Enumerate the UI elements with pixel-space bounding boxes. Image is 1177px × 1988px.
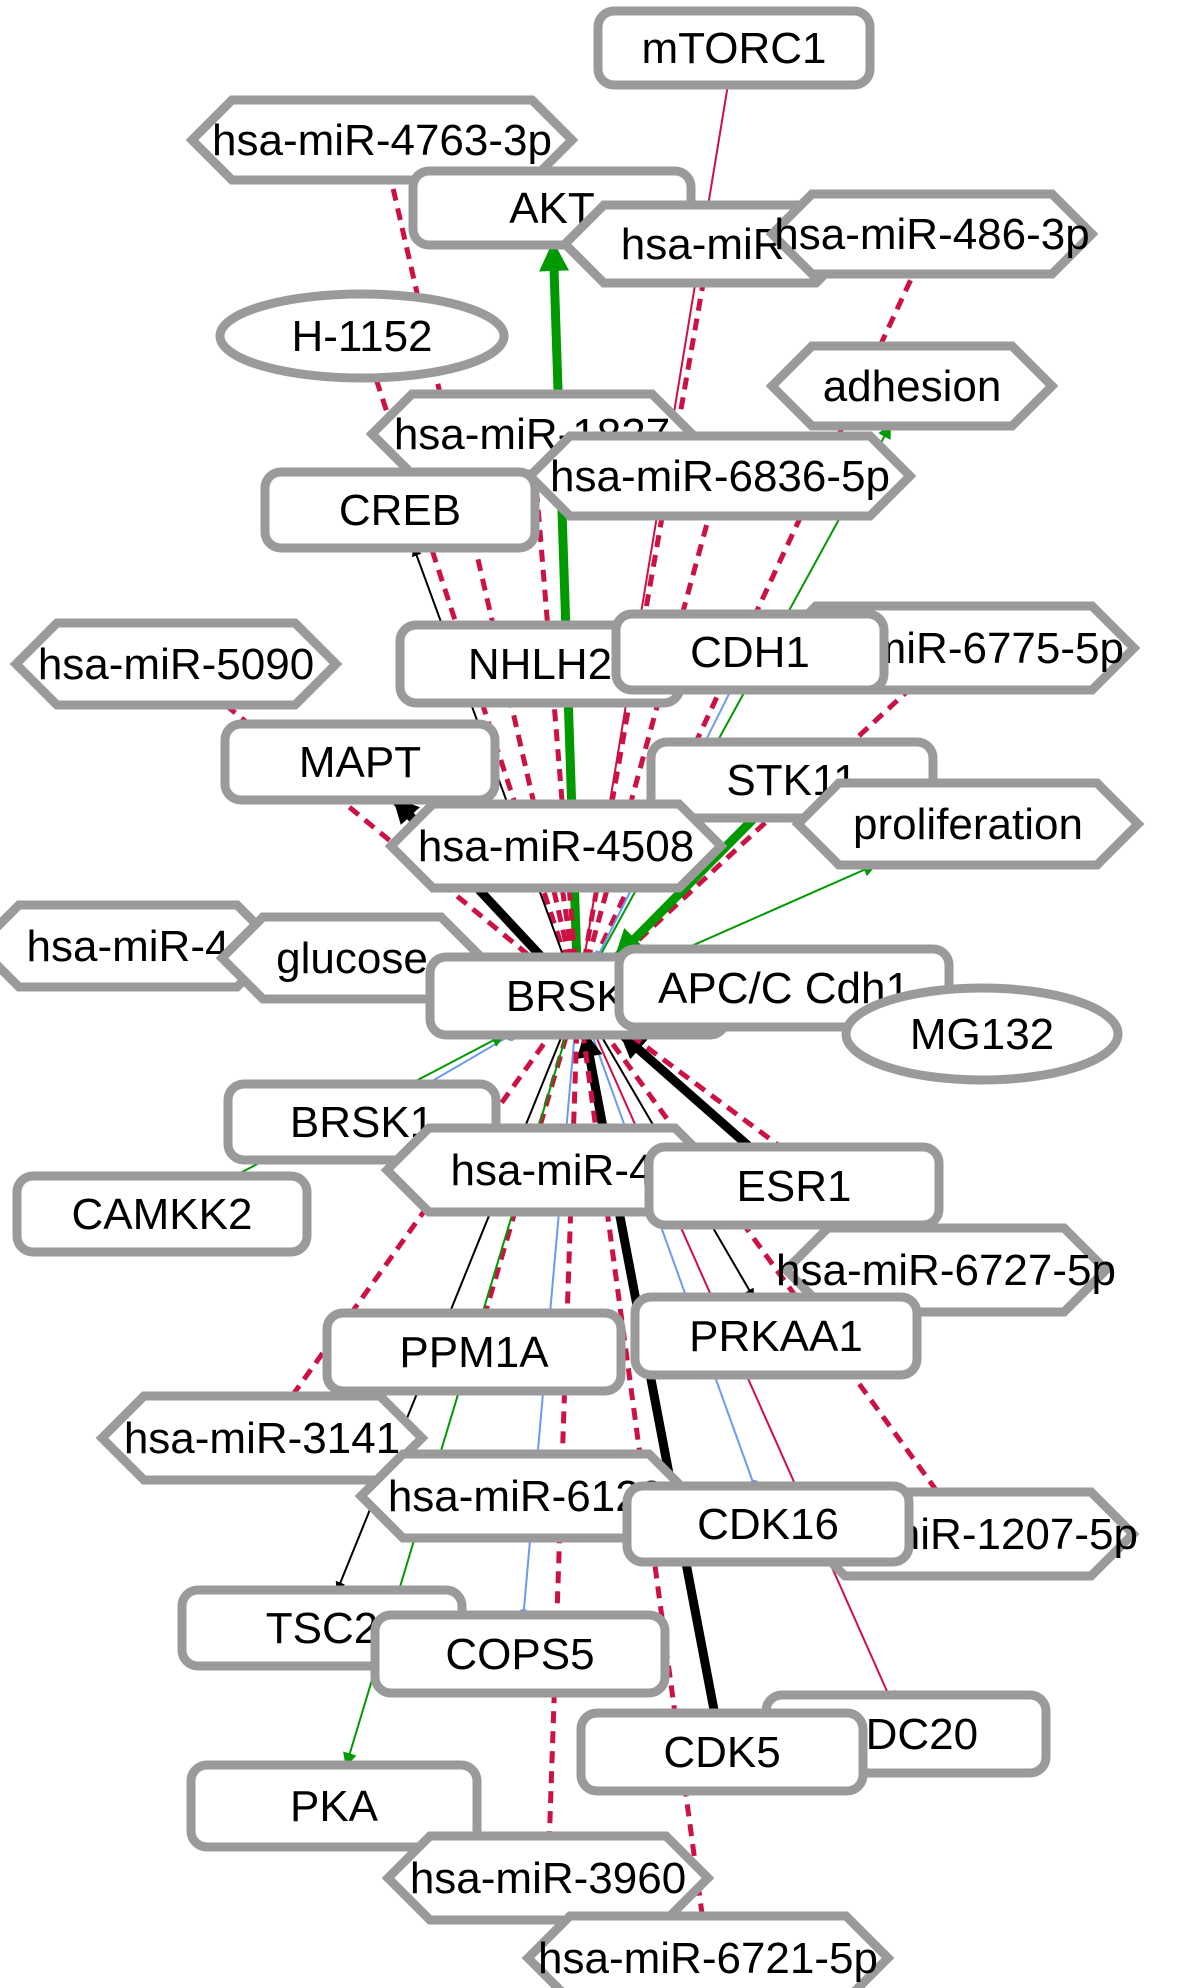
node-cdh1-box [611, 609, 889, 695]
node-mir6836[interactable]: hsa-miR-6836-5p [523, 431, 917, 521]
node-mtorc1-box [593, 6, 875, 90]
node-mir6727-label: hsa-miR-6727-5p [776, 1246, 1116, 1295]
node-mg132-ellipse [841, 983, 1123, 1085]
node-mir6721-hexagon [521, 1911, 895, 1988]
node-mir3141[interactable]: hsa-miR-3141 [95, 1391, 429, 1485]
node-creb-box [260, 467, 540, 553]
node-mir6721[interactable]: hsa-miR-6721-5p [521, 1911, 895, 1988]
node-mtorc1-label: mTORC1 [642, 24, 827, 73]
edge-brsk2-mir3960 [546, 1011, 580, 1837]
node-h1152[interactable]: H-1152 [215, 289, 509, 383]
node-tsc2-label: TSC2 [266, 1604, 378, 1653]
node-mir4763-label: hsa-miR-4763-3p [212, 116, 552, 165]
node-proliferation-label: proliferation [853, 800, 1083, 849]
node-pka-label: PKA [290, 1782, 379, 1831]
node-h1152-ellipse [215, 289, 509, 383]
node-prkaa1-box [630, 1292, 922, 1380]
nodes-layer: mTORC1hsa-miR-4763-3pAKThsa-miR-hsa-miR-… [0, 6, 1145, 1988]
node-mir4763[interactable]: hsa-miR-4763-3p [185, 95, 579, 185]
node-mir486-hexagon [765, 189, 1099, 279]
node-prkaa1-label: PRKAA1 [689, 1312, 863, 1361]
node-mtorc1[interactable]: mTORC1 [593, 6, 875, 90]
node-brsk1-label: BRSK1 [290, 1098, 434, 1147]
node-mir3141-hexagon [95, 1391, 429, 1485]
node-mir486-label: hsa-miR-486-3p [774, 210, 1089, 259]
node-mg132[interactable]: MG132 [841, 983, 1123, 1085]
node-pka[interactable]: PKA [186, 1760, 482, 1852]
node-mir3960-hexagon [381, 1831, 715, 1925]
node-mir_partial_top-label: hsa-miR- [621, 220, 799, 269]
node-mir3141-label: hsa-miR-3141 [124, 1414, 400, 1463]
node-ppm1a[interactable]: PPM1A [322, 1308, 626, 1396]
edge-brsk2-mir4508 [559, 887, 579, 981]
edge-brsk2-mir6836 [579, 515, 712, 982]
node-esr1-label: ESR1 [737, 1162, 852, 1211]
node-mir6721-label: hsa-miR-6721-5p [538, 1934, 878, 1983]
node-pka-box [186, 1760, 482, 1852]
node-mapt-box [220, 719, 500, 805]
node-mir5090-hexagon [9, 618, 343, 710]
node-mir_left[interactable]: hsa-miR-4 [0, 900, 285, 992]
node-mir486[interactable]: hsa-miR-486-3p [765, 189, 1099, 279]
node-mg132-label: MG132 [910, 1010, 1054, 1059]
node-cdk16[interactable]: CDK16 [622, 1481, 914, 1567]
edge-brsk2-mir1827 [532, 473, 580, 981]
node-esr1[interactable]: ESR1 [644, 1142, 944, 1230]
node-mir5090[interactable]: hsa-miR-5090 [9, 618, 343, 710]
node-ppm1a-box [322, 1308, 626, 1396]
node-cdh1-label: CDH1 [690, 628, 810, 677]
node-mapt[interactable]: MAPT [220, 719, 500, 805]
node-mapt-label: MAPT [299, 738, 421, 787]
node-prkaa1[interactable]: PRKAA1 [630, 1292, 922, 1380]
node-camkk2-box [12, 1171, 312, 1257]
edge-brsk2-cdk16 [582, 1011, 761, 1492]
node-ppm1a-label: PPM1A [399, 1328, 549, 1377]
node-adhesion-hexagon [765, 341, 1059, 431]
node-mir6836-hexagon [523, 431, 917, 521]
node-adhesion[interactable]: adhesion [765, 341, 1059, 431]
node-mir_left-label: hsa-miR-4 [27, 922, 230, 971]
node-mir5090-label: hsa-miR-5090 [38, 640, 314, 689]
node-adhesion-label: adhesion [823, 362, 1002, 411]
node-cdk16-box [622, 1481, 914, 1567]
node-creb-label: CREB [339, 486, 461, 535]
node-glucose-label: glucose [276, 934, 428, 983]
node-mir4508[interactable]: hsa-miR-4508 [384, 799, 728, 893]
edge-brsk2-mir_partial_top [578, 282, 706, 981]
node-nhlh2[interactable]: NHLH2 [395, 620, 685, 708]
node-nhlh2-label: NHLH2 [468, 640, 612, 689]
node-cdh1[interactable]: CDH1 [611, 609, 889, 695]
node-mir_partial_bottom-label: hsa-miR-6129 [388, 1472, 664, 1521]
node-mir3960-label: hsa-miR-3960 [410, 1854, 686, 1903]
node-cdk5-label: CDK5 [663, 1728, 780, 1777]
node-h1152-label: H-1152 [291, 312, 432, 361]
node-cops5-box [370, 1610, 670, 1698]
node-mir_mid[interactable]: hsa-miR-4 [380, 1123, 724, 1217]
node-cops5[interactable]: COPS5 [370, 1610, 670, 1698]
node-mir_partial_bottom[interactable]: hsa-miR-6129 [354, 1449, 698, 1543]
node-mir4508-label: hsa-miR-4508 [418, 822, 694, 871]
node-camkk2[interactable]: CAMKK2 [12, 1171, 312, 1257]
node-mir4508-hexagon [384, 799, 728, 893]
node-esr1-box [644, 1142, 944, 1230]
node-glucose[interactable]: glucose [215, 912, 489, 1004]
node-mir6836-label: hsa-miR-6836-5p [550, 452, 890, 501]
node-creb[interactable]: CREB [260, 467, 540, 553]
node-camkk2-label: CAMKK2 [72, 1190, 253, 1239]
node-cops5-label: COPS5 [445, 1630, 594, 1679]
node-cdk16-label: CDK16 [697, 1500, 839, 1549]
node-mir4763-hexagon [185, 95, 579, 185]
node-proliferation[interactable]: proliferation [791, 778, 1145, 870]
node-cdk5-box [576, 1708, 868, 1796]
node-proliferation-hexagon [791, 778, 1145, 870]
node-cdk5[interactable]: CDK5 [576, 1708, 868, 1796]
node-mir_mid-label: hsa-miR-4 [451, 1146, 654, 1195]
node-mir3960[interactable]: hsa-miR-3960 [381, 1831, 715, 1925]
